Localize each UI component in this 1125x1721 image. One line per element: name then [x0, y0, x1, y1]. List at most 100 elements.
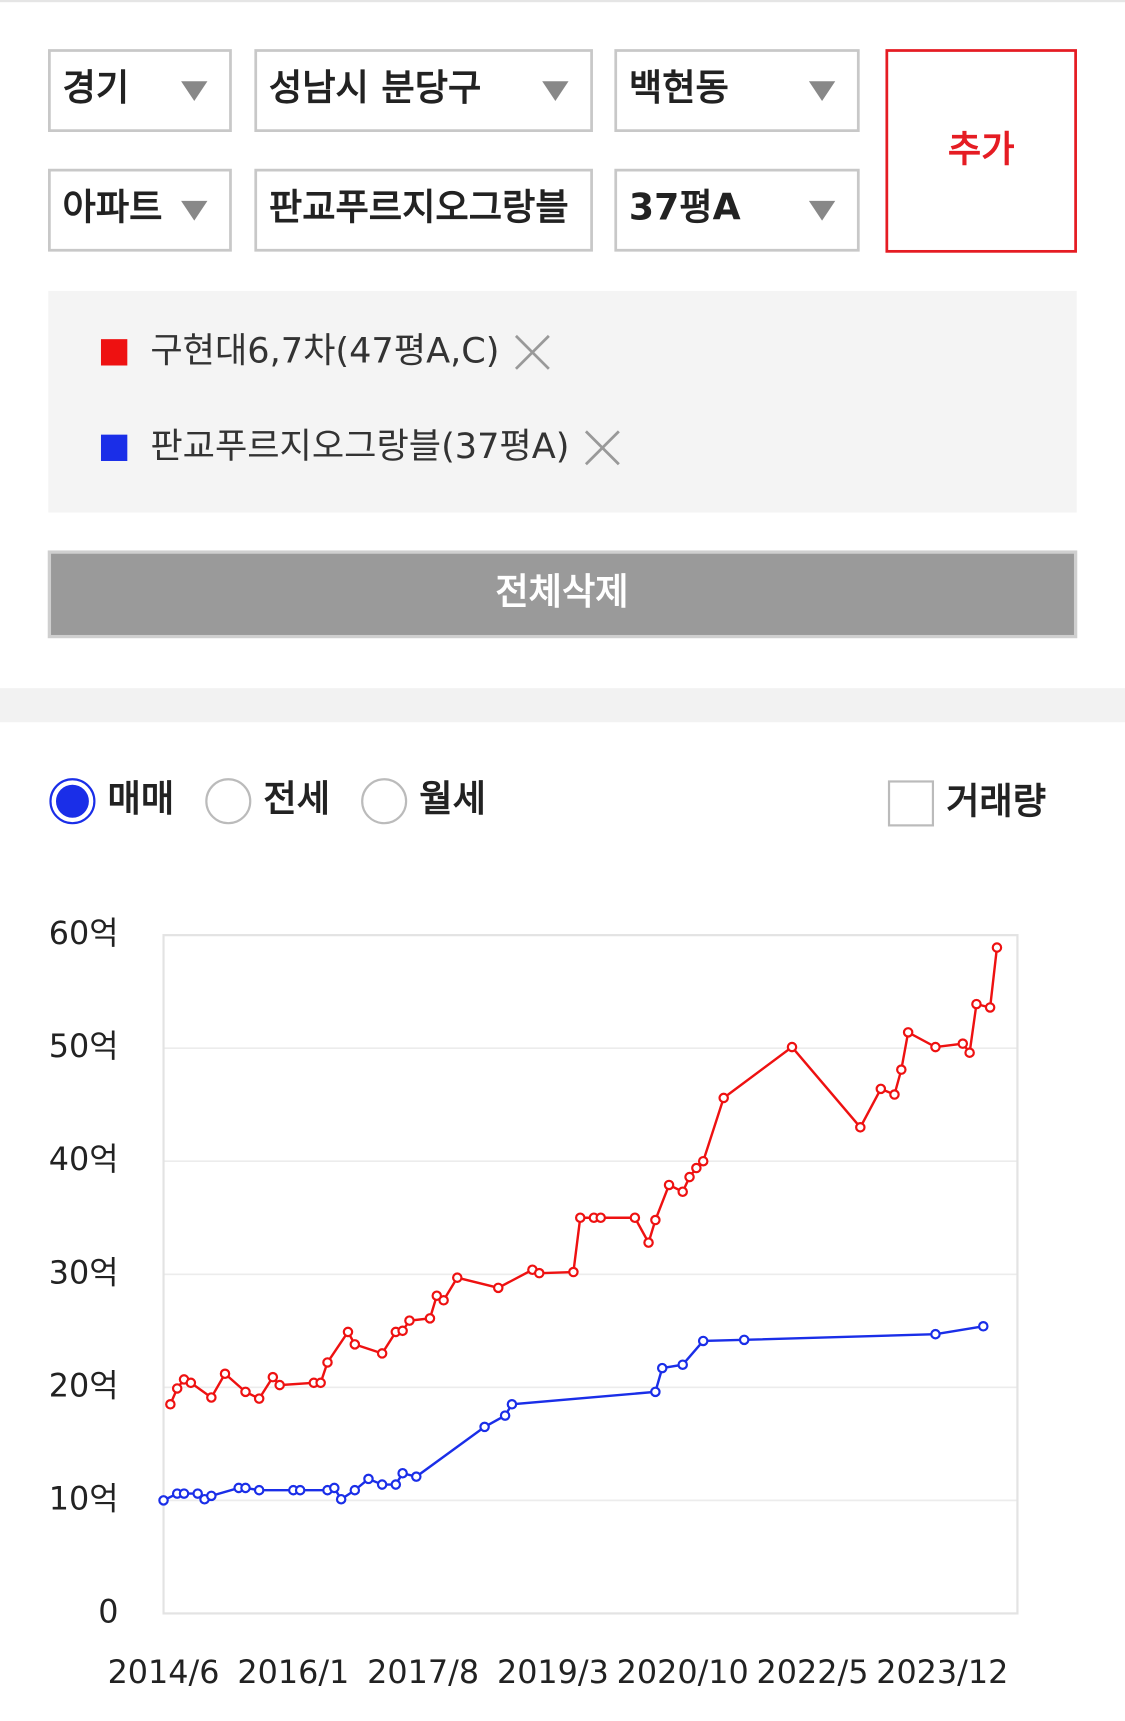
data-point [404, 1315, 415, 1326]
y-tick-label: 10억 [49, 1479, 119, 1517]
data-point [629, 1212, 641, 1224]
data-point [178, 1488, 190, 1499]
data-point [376, 1348, 388, 1359]
data-point [349, 1484, 361, 1496]
y-tick-label: 60억 [49, 914, 119, 952]
radio[interactable] [205, 778, 252, 825]
data-point [650, 1386, 661, 1398]
data-point [479, 1421, 490, 1433]
data-point [568, 1266, 579, 1278]
data-point [677, 1359, 688, 1370]
data-point [889, 1089, 900, 1100]
data-point [492, 1282, 504, 1294]
data-point [506, 1399, 518, 1410]
data-point [738, 1334, 750, 1346]
legend: 구현대6,7차(47평A,C) 판교푸르지오그랑블(37평A) [100, 330, 620, 467]
radio-dot [55, 784, 89, 818]
clear-all-label: 전체삭제 [495, 570, 628, 613]
data-point [991, 942, 1003, 953]
data-point [192, 1488, 203, 1499]
add-button[interactable] [885, 49, 1077, 253]
dropdown-label: 백현동 [629, 66, 729, 109]
top-border [0, 0, 1125, 3]
data-point [315, 1377, 326, 1389]
data-point [240, 1482, 251, 1494]
radio-label: 전세 [263, 777, 330, 820]
y-tick-label: 30억 [49, 1253, 119, 1291]
y-tick-label: 20억 [49, 1366, 119, 1404]
data-point [643, 1237, 654, 1248]
x-tick-label: 2014/6 [108, 1653, 220, 1691]
data-point [677, 1186, 688, 1198]
data-point [902, 1027, 914, 1038]
data-point [875, 1083, 887, 1095]
x-tick-label: 2019/3 [497, 1653, 609, 1691]
data-point [786, 1041, 798, 1053]
data-point [342, 1326, 354, 1338]
data-point [329, 1482, 340, 1494]
data-point [978, 1321, 989, 1332]
radio[interactable] [361, 778, 408, 825]
y-tick-label: 50억 [49, 1027, 119, 1065]
plot-border [162, 934, 1019, 1615]
data-point [930, 1328, 941, 1340]
dropdown-arrow [181, 81, 208, 101]
data-point [376, 1479, 388, 1490]
data-point [158, 1495, 169, 1506]
data-point [663, 1179, 675, 1191]
volume-checkbox[interactable] [887, 780, 935, 827]
data-point [253, 1484, 265, 1496]
dropdown-label: 37평A [629, 186, 741, 229]
y-tick-label: 40억 [49, 1140, 119, 1178]
data-point [855, 1122, 866, 1133]
legend-label: 구현대6,7차(47평A,C) [150, 330, 499, 371]
data-point [964, 1047, 975, 1058]
data-point [574, 1212, 586, 1224]
data-point [322, 1357, 333, 1368]
divider [0, 688, 1125, 723]
dropdown[interactable] [254, 49, 593, 132]
data-point [984, 1002, 996, 1013]
clear-all-button[interactable] [47, 550, 1078, 639]
data-point [171, 1383, 183, 1394]
data-point [930, 1041, 941, 1053]
dropdown-label: 판교푸르지오그랑블 [269, 186, 569, 229]
data-point [452, 1272, 463, 1283]
data-point [397, 1467, 408, 1479]
data-point [411, 1471, 422, 1482]
dropdown-arrow [808, 81, 836, 101]
data-point [424, 1313, 436, 1324]
dropdown-label: 경기 [63, 66, 130, 109]
legend-label: 판교푸르지오그랑블(37평A) [150, 426, 569, 467]
data-point [656, 1362, 668, 1374]
data-point [349, 1339, 361, 1350]
data-point [691, 1162, 702, 1174]
data-point [499, 1410, 511, 1421]
data-point [219, 1368, 231, 1380]
data-point [684, 1171, 695, 1183]
dropdown-label: 성남시 분당구 [269, 66, 481, 109]
data-point [718, 1092, 729, 1104]
x-tick-label: 2020/10 [617, 1653, 749, 1691]
x-tick-label: 2023/12 [876, 1653, 1008, 1691]
radio-label: 월세 [419, 777, 486, 820]
data-point [185, 1377, 197, 1389]
data-point [896, 1064, 907, 1075]
data-point [438, 1295, 449, 1306]
remove-icon[interactable] [584, 430, 620, 466]
selection-panel [48, 290, 1077, 513]
dropdown[interactable] [254, 168, 593, 252]
remove-icon[interactable] [514, 334, 550, 370]
y-tick-label: 0 [98, 1592, 118, 1630]
data-point [650, 1214, 661, 1226]
data-point [390, 1479, 402, 1490]
data-point [971, 998, 982, 1010]
data-point [957, 1038, 969, 1049]
chart: 0 10억 20억 30억 40억 50억 60억 2014/6 2016/1 2017/8 201… [49, 914, 1019, 1691]
series-line [162, 1325, 984, 1502]
x-tick-label: 2022/5 [757, 1653, 869, 1691]
legend-swatch [100, 434, 128, 461]
data-point [253, 1393, 265, 1404]
